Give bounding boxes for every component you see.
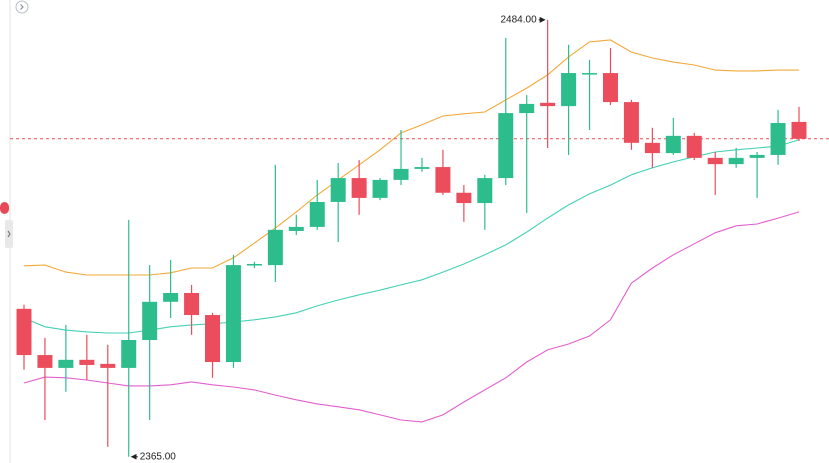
candles — [10, 19, 829, 457]
candle-body — [121, 339, 137, 368]
candle-body — [456, 192, 472, 204]
candle-body — [288, 226, 304, 231]
candle-body — [665, 135, 681, 154]
candle-body — [414, 167, 430, 169]
candle-body — [184, 293, 200, 316]
min-label: 2365.00 — [140, 451, 177, 462]
candle-body — [205, 315, 221, 363]
candle-body — [435, 167, 451, 193]
candle-body — [372, 179, 388, 198]
candle-body — [246, 263, 262, 266]
candle-body — [707, 157, 723, 165]
candle-body — [540, 102, 556, 107]
candle-body — [728, 157, 744, 165]
candle-body — [477, 178, 493, 204]
collapse-chevron[interactable] — [20, 4, 24, 10]
candle-body — [330, 178, 346, 202]
candle-body — [749, 154, 765, 158]
candle-body — [16, 308, 32, 356]
band-line — [23, 139, 800, 334]
candle-body — [100, 363, 116, 368]
candle-body — [309, 201, 325, 227]
annotations: 2484.00 2365.00 — [130, 14, 546, 462]
candle-body — [142, 301, 158, 340]
candle-body — [351, 178, 367, 198]
bands — [23, 39, 800, 423]
candle-body — [37, 355, 53, 368]
collapse-circle[interactable] — [15, 0, 29, 14]
candle-body — [225, 265, 241, 363]
candle-body — [686, 135, 702, 158]
candle-body — [58, 359, 74, 368]
candle-body — [561, 73, 577, 107]
band-line — [23, 211, 800, 423]
max-label: 2484.00 — [500, 14, 537, 25]
candle-body — [163, 293, 179, 302]
side-handle[interactable] — [5, 220, 13, 248]
candle-body — [770, 123, 786, 155]
side-badge[interactable] — [0, 202, 9, 214]
candle-body — [602, 73, 618, 103]
candle-body — [393, 168, 409, 180]
candle-body — [644, 142, 660, 154]
candle-body — [623, 102, 639, 143]
candle-body — [79, 359, 95, 365]
band-line — [23, 39, 799, 276]
side-handle-arrow[interactable] — [7, 230, 11, 238]
candle-body — [267, 229, 283, 266]
collapse-button[interactable] — [15, 0, 29, 14]
candle-body — [582, 73, 598, 75]
candle-body — [519, 103, 535, 114]
candle-body — [498, 113, 514, 179]
candle-body — [791, 121, 807, 139]
